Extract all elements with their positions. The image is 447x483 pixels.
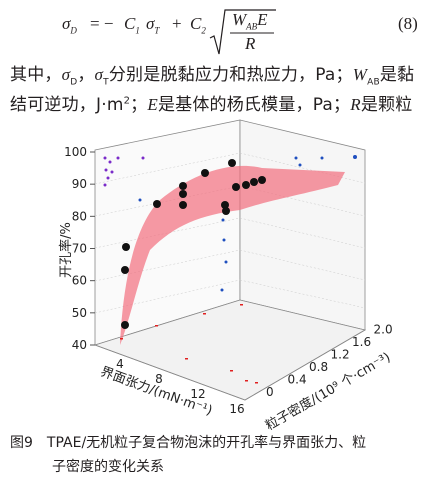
eq-op: +: [172, 14, 182, 33]
eq-symbol: R: [245, 34, 256, 53]
eq-symbol: σT: [146, 14, 160, 36]
eq-number: (8): [398, 14, 418, 33]
eq-sub: 2: [201, 25, 206, 36]
eq-symbol: C1: [124, 14, 140, 36]
text-run: σ: [61, 65, 71, 84]
z-tick-label: 50: [72, 306, 87, 320]
text-run: E: [147, 95, 158, 114]
text-run: 是颗粒: [360, 95, 413, 115]
z-tick-label: 60: [72, 274, 87, 288]
y-tick-label: 1.2: [331, 348, 350, 362]
text-run: σ: [94, 65, 104, 84]
eq-symbol: σD: [62, 14, 77, 36]
equation: σD = − C1 σT + C2 WABE R (8): [0, 8, 447, 58]
floor-points: [120, 304, 258, 384]
caption-label: 图9: [10, 435, 33, 451]
text-run: 是黏: [379, 65, 415, 85]
blue-points: [138, 155, 357, 292]
x-tick-label: 4: [116, 357, 124, 371]
x-tick-label: 8: [155, 372, 163, 386]
y-tick-label: 2.0: [374, 323, 393, 337]
caption-line: TPAE/无机粒子复合物泡沫的开孔率与界面张力、粒: [46, 435, 367, 451]
eq-sub: 1: [135, 25, 140, 36]
text-run: 分别是脱黏应力和热应力，Pa；: [108, 65, 353, 85]
sqrt: [209, 9, 276, 55]
x-tick-label: 12: [190, 387, 205, 401]
eq-sub: AB: [246, 21, 258, 32]
x-tick-label: 16: [229, 402, 244, 416]
eq-symbol: WABE: [232, 10, 268, 32]
text-run: ；: [130, 95, 148, 115]
text-run: R: [350, 95, 361, 114]
caption-line: 子密度的变化关系: [52, 459, 164, 475]
purple-points: [103, 156, 145, 187]
text-run: 结可逆功，J·m: [10, 95, 124, 115]
text-run: W: [352, 65, 368, 84]
text-run: 其中，: [10, 65, 62, 85]
caption: 图9 TPAE/无机粒子复合物泡沫的开孔率与界面张力、粒: [10, 432, 366, 452]
text-run: ，: [77, 65, 95, 85]
text-sub: T: [103, 77, 109, 88]
text-line: 结可逆功，J·m2；E是基体的杨氏模量，Pa；R是颗粒: [10, 90, 440, 115]
figure: 100 90 80 70 60 50 40 4 8 12 16 0 0.40.81.21.62.0 开孔率…: [58, 119, 393, 430]
y-tick-label: 0.8: [309, 360, 328, 374]
y-tick-label: 0.4: [288, 373, 307, 387]
z-tick-label: 80: [72, 209, 87, 223]
text-line: 其中，σD，σT分别是脱黏应力和热应力，Pa；WAB是黏: [10, 60, 440, 87]
eq-symbol: C2: [190, 14, 206, 36]
fit-surface: [120, 165, 345, 345]
z-tick-label: 90: [72, 177, 87, 191]
z-axis-label: 开孔率/%: [58, 222, 74, 278]
text-sub: D: [70, 77, 78, 88]
eq-sub: T: [154, 25, 160, 36]
black-points: [121, 159, 266, 329]
text-run: 2: [123, 95, 131, 107]
z-tick-label: 70: [72, 242, 87, 256]
eq-op: = −: [90, 14, 114, 33]
text-sub: AB: [367, 77, 380, 88]
eq-sub: D: [70, 25, 77, 36]
y-tick-label: 0: [266, 385, 274, 399]
z-tick-label: 40: [72, 338, 87, 352]
y-tick-label: 1.6: [352, 335, 371, 349]
text-run: 是基体的杨氏模量，Pa；: [157, 95, 351, 115]
z-tick-label: 100: [64, 145, 87, 159]
